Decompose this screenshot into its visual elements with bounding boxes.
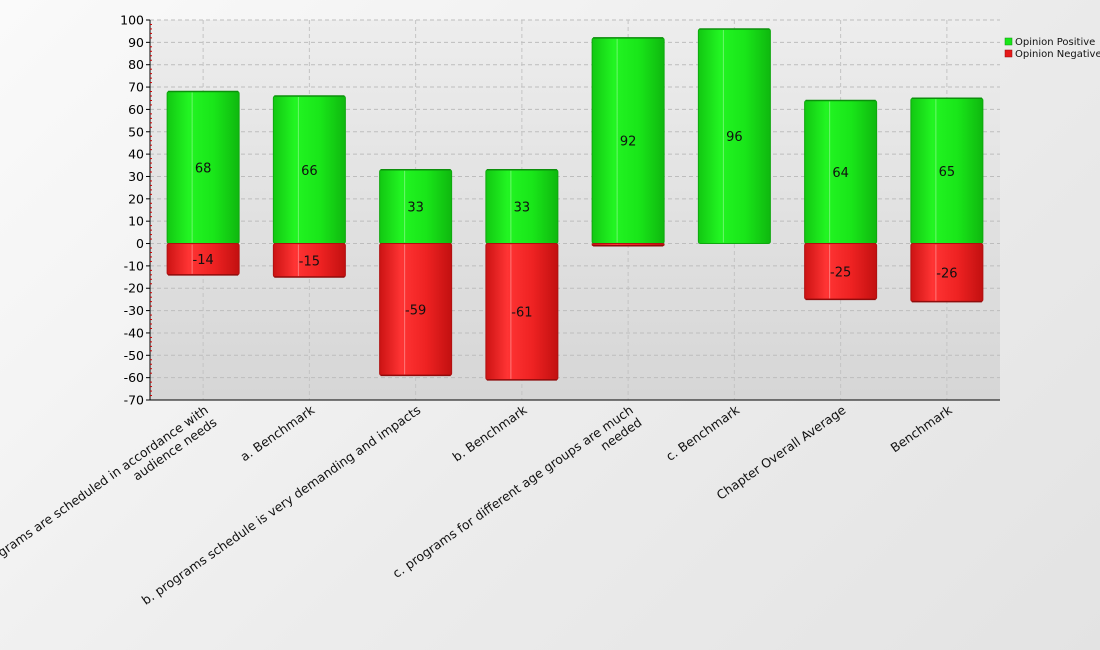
y-tick-label: 20 [128, 191, 144, 206]
data-label: -59 [405, 303, 426, 318]
x-category-label-line: c. programs for different age groups are… [390, 402, 636, 581]
y-tick-label: 70 [128, 80, 144, 95]
y-tick-label: -40 [124, 325, 144, 340]
y-tick-label: -70 [124, 393, 144, 408]
data-label: 65 [939, 165, 956, 180]
y-tick-label: -30 [124, 303, 144, 318]
data-label: -25 [830, 265, 851, 280]
x-category-label: Benchmark [888, 402, 956, 456]
x-category-label: a. Benchmark [237, 402, 317, 465]
x-category-label: b. Benchmark [450, 402, 531, 465]
y-tick-label: 80 [128, 57, 144, 72]
y-tick-label: 10 [128, 214, 144, 229]
axes [149, 20, 1000, 401]
x-category-label-line: Benchmark [888, 402, 956, 456]
bars [166, 28, 984, 381]
legend-label: Opinion Positive [1015, 37, 1095, 48]
y-tick-label: -60 [124, 370, 144, 385]
data-label: -14 [193, 253, 214, 268]
y-tick-label: -10 [124, 258, 144, 273]
y-tick-label: 40 [128, 147, 144, 162]
y-tick-label: 60 [128, 102, 144, 117]
x-category-label-line: a. programs are scheduled in accordance … [0, 402, 211, 580]
legend-swatch [1004, 37, 1013, 46]
x-category-label-line: c. Benchmark [663, 402, 743, 464]
y-tick-label: 30 [128, 169, 144, 184]
legend-swatch [1004, 49, 1013, 58]
x-category-label-line: b. Benchmark [450, 402, 531, 465]
data-label: 96 [726, 130, 743, 145]
data-label: 92 [620, 135, 637, 150]
y-tick-label: 100 [120, 13, 144, 28]
x-category-label: c. Benchmark [663, 402, 743, 464]
data-label: -26 [936, 267, 957, 282]
data-label: 33 [514, 201, 531, 216]
y-tick-label: -50 [124, 348, 144, 363]
x-axis-labels: a. programs are scheduled in accordance … [0, 402, 955, 608]
y-axis-ticks: 1009080706050403020100-10-20-30-40-50-60… [120, 13, 150, 408]
data-label: -61 [511, 306, 532, 321]
data-label: -15 [299, 254, 320, 269]
x-category-label-line: a. Benchmark [237, 402, 317, 465]
data-label: 64 [832, 166, 849, 181]
y-tick-label: 50 [128, 124, 144, 139]
y-tick-label: 90 [128, 35, 144, 50]
data-label: 66 [301, 164, 318, 179]
data-labels: 68 66 33 33 92 96 64 65 -14 -15 -59 -61 -25 -26 [193, 130, 958, 320]
data-label: 68 [195, 162, 212, 177]
data-label: 33 [407, 201, 424, 216]
y-tick-label: -20 [124, 281, 144, 296]
y-tick-label: 0 [136, 236, 144, 251]
legend-label: Opinion Negative [1015, 49, 1100, 60]
x-category-label: c. programs for different age groups are… [390, 402, 645, 581]
